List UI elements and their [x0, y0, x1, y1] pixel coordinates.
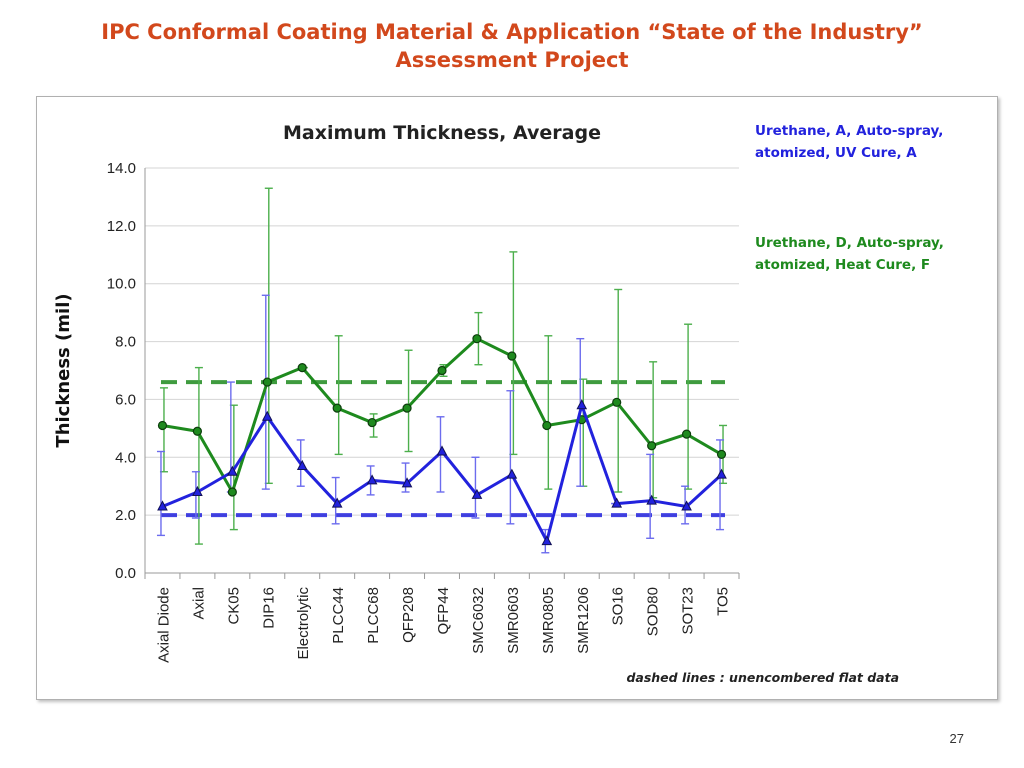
- series-1-point: [611, 497, 623, 508]
- series-1-point: [471, 488, 483, 499]
- x-tick-label: Electrolytic: [295, 587, 312, 660]
- x-tick-label: SMR1206: [575, 587, 592, 654]
- series-1-point: [331, 497, 343, 508]
- legend-entry-2: atomized, Heat Cure, F: [755, 257, 930, 273]
- x-tick-label: TO5: [715, 587, 732, 616]
- series-1-point: [261, 410, 273, 421]
- series-2-point: [472, 334, 482, 344]
- series-1-point: [646, 494, 657, 505]
- y-tick-label: 0.0: [115, 565, 136, 582]
- series-1-point: [192, 485, 203, 496]
- series-2-point: [157, 420, 168, 431]
- series-2-point: [227, 487, 237, 497]
- x-tick-label: CK05: [225, 587, 242, 625]
- x-tick-label: SMR0603: [505, 587, 522, 654]
- x-tick-label: SMC6032: [470, 587, 487, 654]
- series-1-point: [366, 474, 378, 485]
- slide-title-line-1: IPC Conformal Coating Material & Applica…: [101, 20, 923, 44]
- series-1-point: [716, 468, 727, 479]
- y-axis-label: Thickness (mil): [53, 293, 74, 447]
- thickness-chart: Maximum Thickness, Average 0.0 2.0 4.0 6.0 8.…: [53, 122, 944, 685]
- series-2-point: [542, 420, 552, 431]
- y-tick-label: 10.0: [107, 276, 136, 293]
- y-tick-label: 8.0: [115, 334, 136, 351]
- y-tick-label: 6.0: [115, 391, 136, 408]
- y-tick-label: 12.0: [107, 218, 136, 235]
- series-line-2: [162, 337, 723, 494]
- series-1-point: [436, 445, 448, 456]
- chart-title: Maximum Thickness, Average: [283, 122, 601, 144]
- legend-entry-1: atomized, UV Cure, A: [755, 145, 917, 161]
- y-tick-label: 14.0: [107, 160, 136, 177]
- x-tick-label: SOD80: [645, 587, 662, 636]
- series-2-point: [402, 403, 412, 413]
- legend-entry-1: Urethane, A, Auto-spray,: [755, 123, 943, 139]
- series-1-point: [296, 459, 308, 470]
- series-1-point: [401, 477, 413, 488]
- series-1-point: [157, 500, 168, 511]
- x-tick-label: QFP208: [400, 587, 417, 643]
- series-2-point: [612, 397, 622, 407]
- x-tick-label: PLCC44: [330, 587, 347, 644]
- series-2-point: [437, 365, 447, 376]
- x-tick-label: SO16: [610, 587, 627, 625]
- x-tick-label: SMR0805: [540, 587, 557, 654]
- series-2-point: [262, 377, 272, 387]
- y-tick-label: 2.0: [115, 507, 136, 524]
- series-2-point: [681, 429, 692, 439]
- series-2-point: [716, 449, 727, 459]
- slide-title-line-2: Assessment Project: [395, 48, 629, 72]
- series-2-point: [297, 363, 307, 373]
- series-1-point: [681, 500, 692, 511]
- series-line-1: [161, 403, 723, 543]
- x-tick-label: SOT23: [680, 587, 697, 635]
- series-1-point: [576, 399, 588, 410]
- series-2-point: [192, 426, 203, 436]
- page-number: 27: [949, 731, 964, 746]
- series-1-point: [227, 465, 238, 476]
- x-tick-label: DIP16: [260, 587, 277, 629]
- series-1-point: [541, 535, 553, 546]
- series-2-point: [647, 441, 657, 451]
- series-1-point: [506, 468, 518, 479]
- x-tick-label: Axial Diode: [155, 587, 172, 663]
- chart-annotation: dashed lines : unencombered flat data: [626, 670, 899, 685]
- x-tick-label: Axial: [190, 587, 207, 620]
- x-tick-label: QFP44: [435, 587, 452, 635]
- y-tick-label: 4.0: [115, 449, 136, 466]
- x-tick-label: PLCC68: [365, 587, 382, 644]
- legend-entry-2: Urethane, D, Auto-spray,: [755, 235, 944, 251]
- slide-title: IPC Conformal Coating Material & Applica…: [0, 18, 1024, 74]
- series-2-point: [367, 417, 377, 428]
- series-2-point: [332, 403, 342, 413]
- series-2-point: [507, 351, 517, 361]
- chart-frame: Maximum Thickness, Average 0.0 2.0 4.0 6.0 8.…: [36, 96, 998, 700]
